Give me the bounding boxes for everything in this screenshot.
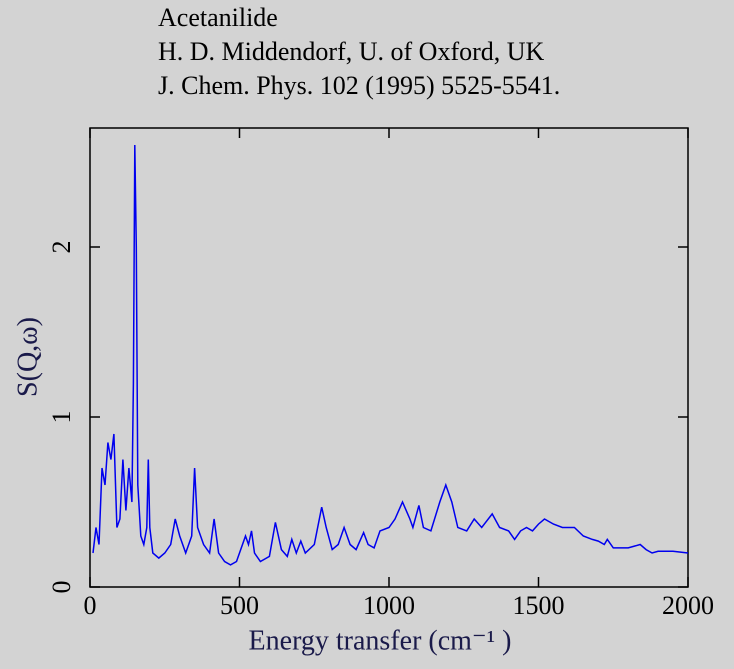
y-tick-label: 1 bbox=[47, 411, 76, 424]
y-axis-label: S(Q,ω) bbox=[12, 317, 43, 397]
y-tick-label: 2 bbox=[47, 241, 76, 254]
y-tick-label: 0 bbox=[47, 581, 76, 594]
title-line: Acetanilide bbox=[158, 3, 278, 32]
x-tick-label: 1500 bbox=[513, 591, 565, 620]
x-axis-label: Energy transfer (cm⁻¹ ) bbox=[249, 625, 512, 656]
x-tick-label: 500 bbox=[220, 591, 259, 620]
x-tick-label: 0 bbox=[84, 591, 97, 620]
x-tick-label: 2000 bbox=[662, 591, 714, 620]
title-line: H. D. Middendorf, U. of Oxford, UK bbox=[158, 37, 545, 66]
title-line: J. Chem. Phys. 102 (1995) 5525-5541. bbox=[158, 71, 560, 100]
x-tick-label: 1000 bbox=[363, 591, 415, 620]
spectrum-line bbox=[92, 144, 689, 566]
